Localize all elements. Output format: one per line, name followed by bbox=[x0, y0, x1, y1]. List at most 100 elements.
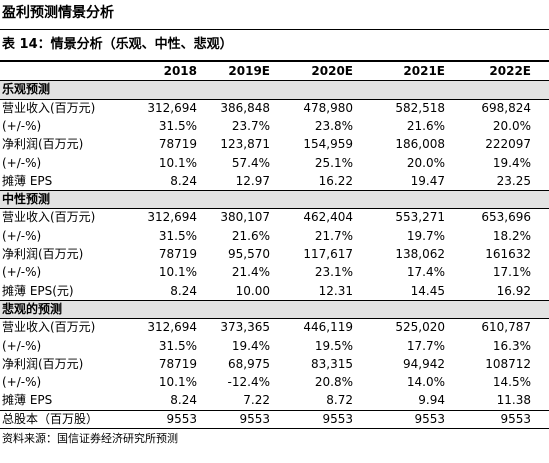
table-cell: 78719 bbox=[158, 356, 197, 371]
row-label: (+/-%) bbox=[2, 375, 42, 390]
table-cell: 17.7% bbox=[406, 338, 445, 353]
table-cell: 380,107 bbox=[220, 210, 270, 225]
table-cell: 16.22 bbox=[318, 173, 353, 188]
table-cell: 68,975 bbox=[228, 356, 270, 371]
table-cell: 525,020 bbox=[395, 320, 445, 335]
source-note: 资料来源：国信证券经济研究所预测 bbox=[2, 432, 178, 445]
table-cell: 21.6% bbox=[406, 118, 445, 133]
section-title: 中性预测 bbox=[2, 192, 51, 207]
table-cell: 386,848 bbox=[220, 100, 270, 115]
table-cell: 10.1% bbox=[158, 265, 197, 280]
table-cell: 478,980 bbox=[303, 100, 353, 115]
table-cell: 18.2% bbox=[492, 228, 531, 243]
section-rule bbox=[0, 98, 549, 100]
row-label: 净利润(百万元) bbox=[2, 247, 84, 261]
table-cell: 12.31 bbox=[318, 283, 353, 298]
section-rule bbox=[0, 318, 549, 320]
table-cell: 186,008 bbox=[395, 137, 445, 152]
table-cell: 21.6% bbox=[231, 228, 270, 243]
table-cell: 11.38 bbox=[496, 393, 531, 408]
row-label: 摊薄 EPS bbox=[2, 393, 53, 408]
table-cell: 95,570 bbox=[228, 247, 270, 261]
row-label: (+/-%) bbox=[2, 265, 42, 280]
row-label: 摊薄 EPS(元) bbox=[2, 283, 74, 298]
table-cell: 138,062 bbox=[395, 247, 445, 261]
row-label: (+/-%) bbox=[2, 118, 42, 133]
table-cell: 610,787 bbox=[481, 320, 531, 335]
section-band bbox=[0, 299, 549, 319]
table-cell: 9553 bbox=[166, 411, 197, 426]
table-cell: 653,696 bbox=[481, 210, 531, 225]
table-cell: 10.1% bbox=[158, 155, 197, 170]
row-label: 营业收入(百万元) bbox=[2, 320, 96, 335]
table-cell: 16.3% bbox=[492, 338, 531, 353]
table-cell: 446,119 bbox=[303, 320, 353, 335]
table-cell: 8.24 bbox=[170, 283, 197, 298]
table-cell: 14.0% bbox=[406, 375, 445, 390]
table-cell: 582,518 bbox=[395, 100, 445, 115]
table-cell: 222097 bbox=[485, 137, 531, 152]
table-cell: 8.24 bbox=[170, 173, 197, 188]
table-cell: 19.7% bbox=[406, 228, 445, 243]
table-cell: 9.94 bbox=[418, 393, 445, 408]
table-cell: 161632 bbox=[485, 247, 531, 261]
row-label: (+/-%) bbox=[2, 155, 42, 170]
page-title: 盈利预测情景分析 bbox=[2, 5, 114, 21]
table-cell: 19.5% bbox=[314, 338, 353, 353]
section-band bbox=[0, 190, 549, 209]
column-header: 2021E bbox=[403, 64, 445, 78]
table-cell: 17.4% bbox=[406, 265, 445, 280]
table-cell: 16.92 bbox=[496, 283, 531, 298]
table-caption: 表 14：情景分析（乐观、中性、悲观） bbox=[2, 37, 233, 52]
table-cell: 10.1% bbox=[158, 375, 197, 390]
table-cell: 698,824 bbox=[481, 100, 531, 115]
row-label: 营业收入(百万元) bbox=[2, 100, 96, 115]
column-header: 2018 bbox=[163, 64, 197, 78]
table-cell: 78719 bbox=[158, 247, 197, 261]
table-cell: 553,271 bbox=[395, 210, 445, 225]
table-cell: 14.5% bbox=[492, 375, 531, 390]
column-header: 2020E bbox=[311, 64, 353, 78]
total-rule bbox=[0, 409, 549, 411]
table-cell: -12.4% bbox=[227, 375, 270, 390]
column-header: 2019E bbox=[228, 64, 270, 78]
row-label: 净利润(百万元) bbox=[2, 137, 84, 152]
row-label: (+/-%) bbox=[2, 228, 42, 243]
table-cell: 154,959 bbox=[303, 137, 353, 152]
table-cell: 21.7% bbox=[314, 228, 353, 243]
table-cell: 20.8% bbox=[314, 375, 353, 390]
section-rule bbox=[0, 80, 549, 82]
table-cell: 23.8% bbox=[314, 118, 353, 133]
row-label: 总股本（百万股） bbox=[2, 411, 99, 426]
table-cell: 57.4% bbox=[231, 155, 270, 170]
table-cell: 17.1% bbox=[492, 265, 531, 280]
table-cell: 31.5% bbox=[158, 118, 197, 133]
table-cell: 312,694 bbox=[147, 320, 197, 335]
table-cell: 9553 bbox=[500, 411, 531, 426]
table-cell: 23.1% bbox=[314, 265, 353, 280]
table-cell: 19.4% bbox=[231, 338, 270, 353]
table-cell: 20.0% bbox=[492, 118, 531, 133]
table-cell: 117,617 bbox=[303, 247, 353, 261]
table-cell: 20.0% bbox=[406, 155, 445, 170]
table-cell: 21.4% bbox=[231, 265, 270, 280]
title-rule bbox=[0, 29, 549, 30]
section-band bbox=[0, 80, 549, 99]
table-cell: 108712 bbox=[485, 356, 531, 371]
table-cell: 7.22 bbox=[243, 393, 270, 408]
table-cell: 19.47 bbox=[410, 173, 445, 188]
table-cell: 462,404 bbox=[303, 210, 353, 225]
table-cell: 312,694 bbox=[147, 100, 197, 115]
row-label: 净利润(百万元) bbox=[2, 356, 84, 371]
table-cell: 12.97 bbox=[235, 173, 270, 188]
table-cell: 8.72 bbox=[326, 393, 353, 408]
table-cell: 9553 bbox=[414, 411, 445, 426]
table-cell: 19.4% bbox=[492, 155, 531, 170]
section-rule bbox=[0, 208, 549, 210]
table-cell: 373,365 bbox=[220, 320, 270, 335]
row-label: (+/-%) bbox=[2, 338, 42, 353]
table-cell: 312,694 bbox=[147, 210, 197, 225]
row-label: 摊薄 EPS bbox=[2, 173, 53, 188]
table-cell: 31.5% bbox=[158, 338, 197, 353]
section-rule bbox=[0, 190, 549, 192]
